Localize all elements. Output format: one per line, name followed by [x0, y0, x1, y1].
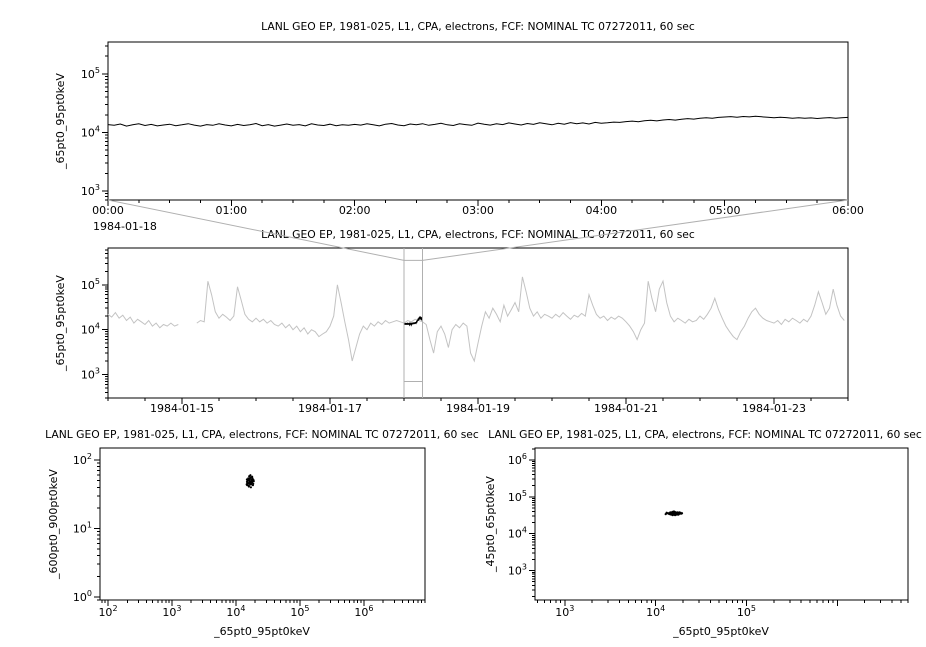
y-axis-label: _45pt0_65pt0keV — [484, 476, 497, 573]
tick-label: 06:00 — [832, 204, 864, 217]
x-axis-label: _65pt0_95pt0keV — [672, 625, 769, 638]
y-axis-label: _65pt0_95pt0keV — [54, 73, 67, 170]
x-axis-label: _65pt0_95pt0keV — [213, 625, 310, 638]
scatter-point — [245, 480, 249, 483]
tick-label: 103 — [508, 563, 527, 578]
tick-label: 104 — [81, 124, 100, 139]
scatter-point — [245, 483, 248, 486]
tick-label: 100 — [73, 589, 92, 604]
scatter-point — [249, 486, 252, 489]
axes-region[interactable]: 103 104 105 1984-01-15 1984-01-17 1984-01-19 1… — [81, 247, 849, 415]
tick-label: 105 — [290, 604, 309, 619]
tick-label: 101 — [73, 520, 92, 535]
scatter-point — [247, 482, 250, 485]
axes-region[interactable]: 103 104 105 00:00 01:00 02:00 03:00 04:00 05:00 0… — [81, 41, 864, 217]
scatter-point — [671, 510, 674, 513]
chart-context-timeseries: LANL GEO EP, 1981-025, L1, CPA, electron… — [54, 199, 849, 415]
tick-label: 105 — [508, 489, 527, 504]
tick-label: 00:00 — [92, 204, 124, 217]
y-axis-label: _65pt0_95pt0keV — [54, 275, 67, 372]
tick-label: 1984-01-21 — [594, 402, 658, 415]
tick-label: 104 — [646, 604, 665, 619]
zoom-selection-overlay[interactable] — [107, 199, 849, 398]
tick-label: 05:00 — [709, 204, 741, 217]
x-axis-context-date: 1984-01-18 — [93, 220, 157, 233]
scatter-point — [664, 513, 667, 516]
tick-label: 103 — [81, 183, 100, 198]
tick-label: 103 — [81, 367, 100, 382]
scatter-point — [252, 480, 255, 483]
zoom-connector-right — [422, 199, 849, 261]
tick-label: 102 — [98, 604, 117, 619]
series-line — [107, 276, 845, 363]
tick-label: 104 — [226, 604, 245, 619]
y-axis-label: _600pt0_900pt0keV — [47, 469, 60, 580]
tick-label: 105 — [81, 277, 100, 292]
chart-title: LANL GEO EP, 1981-025, L1, CPA, electron… — [261, 228, 695, 241]
tick-label: 105 — [737, 604, 756, 619]
zoom-connector-left — [107, 199, 405, 261]
scatter-point — [250, 480, 253, 483]
scatter-point — [671, 514, 674, 517]
tick-label: 105 — [81, 66, 100, 81]
scatter-point — [248, 477, 251, 480]
tick-label: 03:00 — [462, 204, 494, 217]
scatter-point — [680, 512, 684, 515]
scatter-point — [252, 482, 255, 485]
scatter-point — [249, 474, 252, 477]
series-line — [107, 115, 849, 127]
tick-label: 103 — [555, 604, 574, 619]
chart-top-timeseries: LANL GEO EP, 1981-025, L1, CPA, electron… — [54, 20, 864, 233]
scatter-point — [249, 476, 252, 479]
tick-label: 103 — [162, 604, 181, 619]
tick-label: 106 — [508, 452, 527, 467]
tick-label: 1984-01-23 — [742, 402, 806, 415]
tick-label: 102 — [73, 452, 92, 467]
scatter-point — [668, 512, 672, 515]
tick-label: 106 — [354, 604, 373, 619]
scatter-point — [251, 477, 254, 480]
chart-title: LANL GEO EP, 1981-025, L1, CPA, electron… — [488, 428, 922, 441]
axes-region[interactable]: 100 101 102 102 103 104 105 106 — [73, 447, 426, 619]
plot-frame[interactable] — [99, 447, 426, 601]
tick-label: 1984-01-19 — [446, 402, 510, 415]
tick-label: 1984-01-17 — [298, 402, 362, 415]
chart-scatter-600-900: LANL GEO EP, 1981-025, L1, CPA, electron… — [45, 428, 479, 638]
scatter-point — [674, 512, 677, 515]
zoomed-segment-line — [403, 315, 423, 327]
tick-label: 02:00 — [339, 204, 371, 217]
plot-frame[interactable] — [534, 447, 909, 601]
tick-label: 1984-01-15 — [150, 402, 214, 415]
tick-label: 104 — [81, 322, 100, 337]
axes-region[interactable]: 103 104 105 106 103 104 105 — [508, 447, 909, 619]
tick-label: 01:00 — [215, 204, 247, 217]
scatter-point — [677, 512, 680, 515]
tick-label: 04:00 — [585, 204, 617, 217]
tick-label: 104 — [508, 526, 527, 541]
chart-title: LANL GEO EP, 1981-025, L1, CPA, electron… — [261, 20, 695, 33]
plot-frame[interactable] — [107, 41, 849, 201]
chart-scatter-45-65: LANL GEO EP, 1981-025, L1, CPA, electron… — [484, 428, 922, 638]
plot-frame[interactable] — [107, 247, 849, 399]
chart-title: LANL GEO EP, 1981-025, L1, CPA, electron… — [45, 428, 479, 441]
